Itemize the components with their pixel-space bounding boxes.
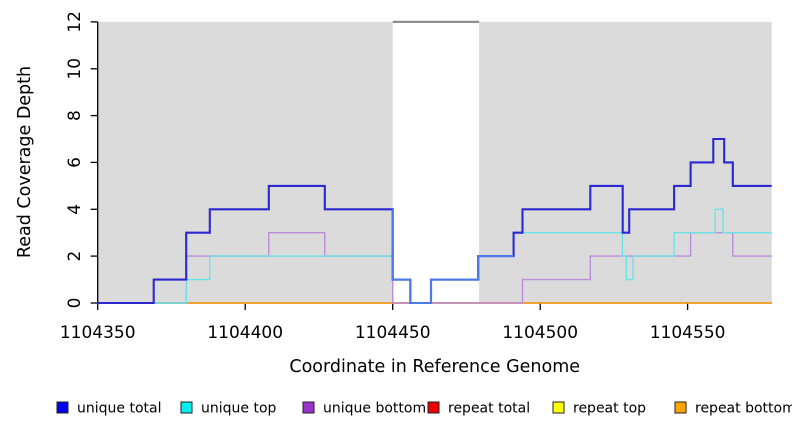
y-tick-label: 0: [65, 298, 85, 309]
y-tick-label: 4: [65, 204, 85, 215]
y-tick-label: 12: [65, 11, 85, 33]
legend-label-unique-top: unique top: [201, 401, 277, 417]
legend-swatch-unique-top: [180, 401, 193, 414]
legend-swatch-unique-total: [56, 401, 69, 414]
x-tick-label: 1104550: [650, 323, 726, 343]
x-tick-label: 1104500: [502, 323, 578, 343]
legend-swatch-repeat-bottom: [674, 401, 687, 414]
y-axis-title: Read Coverage Depth: [15, 66, 35, 258]
legend-label-repeat-total: repeat total: [448, 401, 530, 417]
x-axis-title: Coordinate in Reference Genome: [289, 357, 580, 377]
x-tick-label: 1104350: [60, 323, 136, 343]
series-line-unique-total: [97, 137, 772, 305]
series-line-unique-total-overlay: [391, 209, 514, 305]
legend-label-repeat-top: repeat top: [573, 401, 646, 417]
x-tick-label: 1104400: [207, 323, 283, 343]
legend-label-unique-bottom: unique bottom: [323, 401, 426, 417]
y-tick-label: 8: [65, 110, 85, 121]
legend-swatch-repeat-top: [552, 401, 565, 414]
y-tick-label: 6: [65, 157, 85, 168]
y-tick-label: 2: [65, 251, 85, 262]
y-tick-label: 10: [65, 58, 85, 80]
legend-swatch-unique-bottom: [302, 401, 315, 414]
shaded-region-0: [97, 21, 393, 304]
x-tick-label: 1104450: [355, 323, 431, 343]
legend-label-repeat-bottom: repeat bottom: [695, 401, 792, 417]
legend-swatch-repeat-total: [427, 401, 440, 414]
legend-label-unique-total: unique total: [77, 401, 161, 417]
